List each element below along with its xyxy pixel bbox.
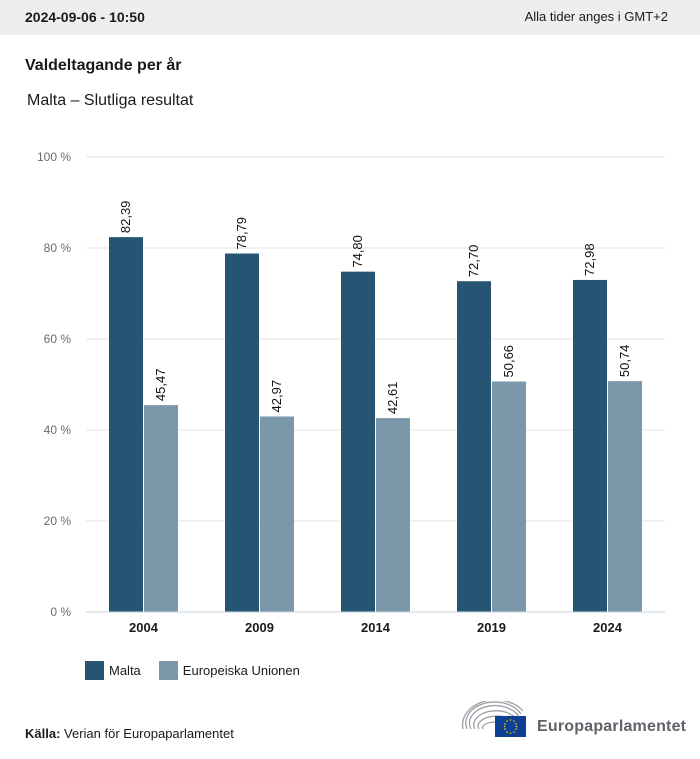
x-tick-label: 2004 [129,620,159,635]
y-tick-label: 60 % [44,332,72,346]
bar-eu [144,405,178,612]
data-label: 78,79 [234,217,249,250]
legend-label: Malta [109,663,141,678]
hemicycle-icon [461,701,526,737]
x-tick-label: 2014 [361,620,391,635]
timezone-note: Alla tider anges i GMT+2 [524,9,668,24]
legend-item-malta[interactable]: Malta [85,661,141,680]
bar-eu [608,381,642,612]
legend-label: Europeiska Unionen [182,663,300,678]
bar-malta [109,237,143,613]
data-label: 45,47 [153,369,168,402]
timestamp: 2024-09-06 - 10:50 [25,9,145,25]
logo-text: Europaparlamentet [537,718,687,735]
chart-title: Valdeltagande per år [25,57,182,74]
legend-item-eu[interactable]: Europeiska Unionen [158,661,300,680]
data-label: 50,74 [617,345,632,378]
header-bar: 2024-09-06 - 10:50 Alla tider anges i GM… [0,0,700,35]
eu-flag-icon [495,716,526,737]
source-text: Verian för Europaparlamentet [60,726,234,741]
legend-swatch-eu [158,661,178,680]
bar-chart: 0 % 20 % 40 % 60 % 80 % 100 % 82,39 45,47 2004 78… [37,150,665,635]
data-label: 42,97 [269,380,284,413]
x-tick-label: 2019 [477,620,506,635]
source-note: Källa: Verian för Europaparlamentet [25,726,234,741]
bar-malta [457,281,491,612]
source-label: Källa: [25,726,61,741]
bar-eu [376,418,410,612]
bar-eu [260,416,294,612]
x-tick-label: 2024 [593,620,623,635]
data-label: 42,61 [385,382,400,415]
data-label: 72,70 [466,245,481,278]
legend: Malta Europeiska Unionen [85,661,318,680]
y-tick-label: 80 % [44,241,72,255]
y-tick-label: 0 % [50,605,71,619]
y-tick-label: 20 % [44,514,72,528]
bar-eu [492,381,526,612]
bar-malta [225,253,259,612]
legend-swatch-malta [85,661,104,680]
data-label: 72,98 [582,243,597,276]
bar-malta [341,271,375,612]
x-tick-label: 2009 [245,620,274,635]
data-label: 82,39 [118,201,133,234]
bar-malta [573,279,607,612]
chart-subtitle: Malta – Slutliga resultat [27,92,194,109]
y-tick-label: 40 % [44,423,72,437]
data-label: 74,80 [350,235,365,268]
data-label: 50,66 [501,345,516,378]
europarl-logo: Europaparlamentet [461,701,686,739]
y-tick-label: 100 % [37,150,71,164]
